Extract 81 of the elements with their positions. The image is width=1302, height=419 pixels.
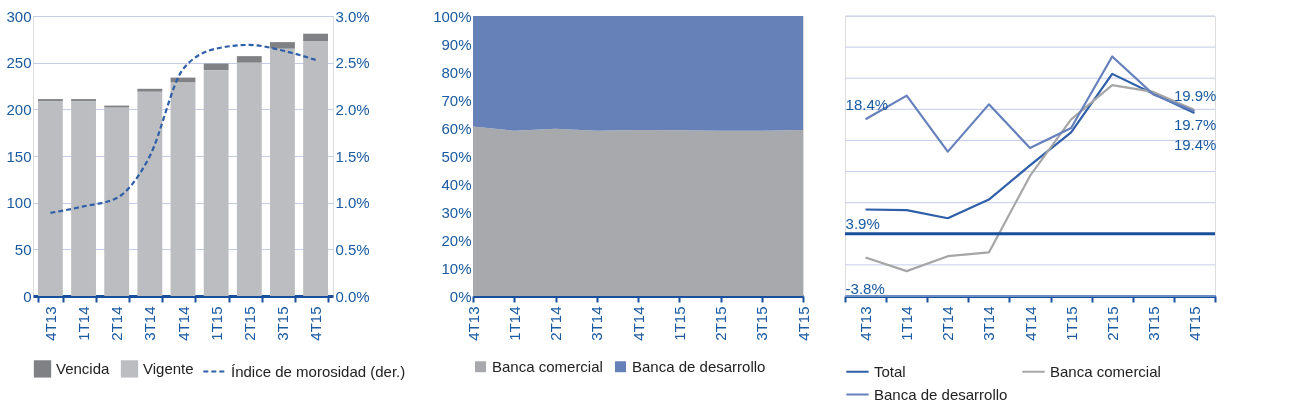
- y-tick-label: 60%: [441, 119, 472, 137]
- data-label: 19.9%: [1173, 86, 1217, 104]
- legend-label: Banca comercial: [1050, 362, 1161, 380]
- bar: [236, 56, 262, 63]
- x-tick-label: 2T15: [240, 306, 258, 341]
- data-label: 19.4%: [1173, 136, 1217, 154]
- bar: [236, 62, 262, 296]
- y-tick-label: 150: [6, 147, 32, 165]
- bar: [270, 42, 295, 49]
- x-tick-label: 2T14: [108, 306, 126, 341]
- y-tick-label: 90%: [441, 35, 472, 53]
- x-tick-label: 4T14: [1021, 306, 1039, 341]
- y-tick-label: 70%: [441, 91, 472, 109]
- x-tick-label: 2T15: [1103, 306, 1121, 341]
- x-tick-label: 4T15: [1185, 306, 1203, 341]
- bar: [203, 70, 229, 296]
- bar: [303, 33, 329, 42]
- data-label: 18.4%: [845, 96, 889, 114]
- y2-tick-label: 0.5%: [335, 240, 370, 258]
- y-tick-label: 300: [6, 7, 32, 25]
- y-tick-label: 200: [6, 100, 32, 118]
- y2-tick-label: 0.0%: [335, 287, 370, 305]
- y-tick-label: 250: [6, 54, 32, 72]
- x-tick-label: 2T14: [939, 306, 957, 341]
- y2-tick-label: 2.5%: [335, 54, 370, 72]
- data-label: -3.8%: [845, 280, 885, 298]
- bar: [71, 100, 96, 296]
- legend-label: Banca de desarrollo: [632, 357, 766, 375]
- y-tick-label: 30%: [441, 203, 472, 221]
- y-tick-label: 80%: [441, 63, 472, 81]
- y-tick-label: 50: [14, 240, 32, 258]
- x-tick-label: 1T15: [207, 306, 225, 341]
- x-tick-label: 1T14: [75, 306, 93, 341]
- bar: [137, 91, 163, 296]
- legend-label: Vigente: [143, 359, 194, 377]
- x-tick-label: 1T15: [670, 306, 688, 341]
- y-tick-label: 20%: [441, 231, 472, 249]
- x-tick-label: 3T14: [980, 306, 998, 341]
- x-tick-label: 3T15: [753, 306, 771, 341]
- y-tick-label: 100: [6, 194, 32, 212]
- legend-label: Banca comercial: [492, 357, 603, 375]
- x-tick-label: 1T14: [505, 306, 523, 341]
- x-tick-label: 3T15: [273, 306, 291, 341]
- x-tick-label: 4T13: [857, 306, 875, 341]
- x-tick-label: 3T15: [1144, 306, 1162, 341]
- data-label: 19.7%: [1173, 116, 1217, 134]
- y-tick-label: 50%: [441, 147, 472, 165]
- x-tick-label: 3T14: [141, 306, 159, 341]
- data-label: 3.9%: [845, 214, 880, 232]
- bar: [104, 107, 130, 296]
- line-series: [49, 43, 317, 215]
- bar: [270, 48, 295, 296]
- x-tick-label: 4T13: [41, 306, 59, 341]
- y2-tick-label: 2.0%: [335, 100, 370, 118]
- y-tick-label: 40%: [441, 175, 472, 193]
- y-tick-label: 100%: [433, 7, 472, 25]
- legend-label: Índice de morosidad (der.): [231, 362, 406, 380]
- legend-label: Total: [874, 362, 906, 380]
- x-tick-label: 1T15: [1062, 306, 1080, 341]
- x-tick-label: 2T15: [712, 306, 729, 341]
- x-tick-label: 1T14: [898, 306, 916, 341]
- bar: [303, 41, 329, 296]
- bar: [170, 82, 196, 296]
- x-tick-label: 4T14: [174, 306, 192, 341]
- y2-tick-label: 1.5%: [335, 147, 370, 165]
- y-tick-label: 0%: [449, 287, 472, 305]
- bar: [137, 88, 163, 92]
- x-tick-label: 4T15: [307, 306, 325, 341]
- x-tick-label: 4T14: [629, 306, 647, 341]
- legend-label: Banca de desarrollo: [874, 385, 1008, 403]
- bar: [37, 100, 63, 296]
- x-tick-label: 4T13: [464, 306, 482, 341]
- y2-tick-label: 1.0%: [335, 194, 370, 212]
- y-tick-label: 10%: [441, 259, 472, 277]
- bar: [203, 63, 229, 71]
- x-tick-label: 4T15: [794, 306, 812, 341]
- legend-label: Vencida: [56, 359, 111, 377]
- y2-tick-label: 3.0%: [335, 7, 370, 25]
- x-tick-label: 2T14: [547, 306, 564, 341]
- x-tick-label: 3T14: [588, 306, 606, 341]
- y-tick-label: 0: [23, 287, 32, 305]
